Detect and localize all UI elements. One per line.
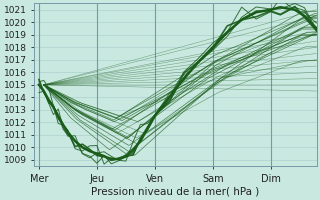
X-axis label: Pression niveau de la mer( hPa ): Pression niveau de la mer( hPa ) xyxy=(91,187,260,197)
